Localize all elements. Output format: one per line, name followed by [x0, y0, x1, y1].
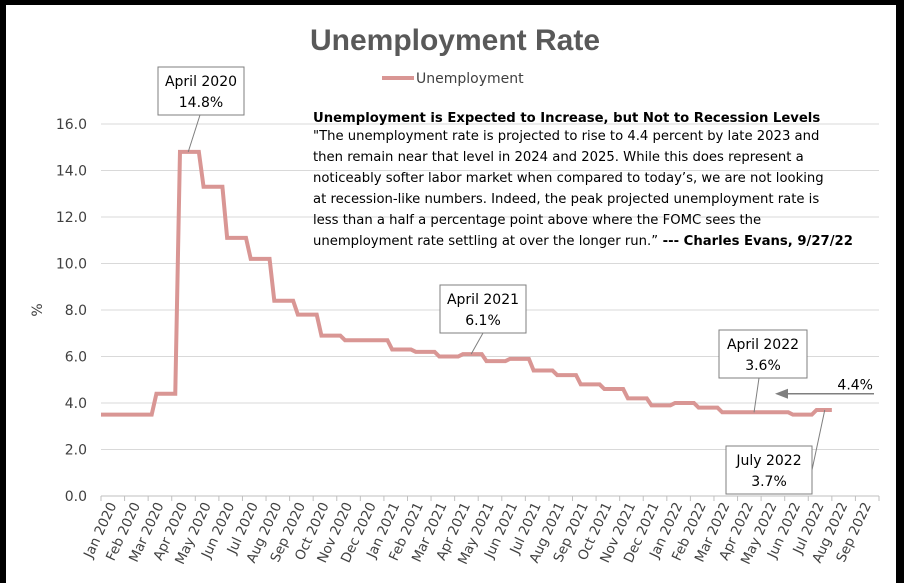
y-axis-label: % — [30, 303, 46, 316]
projection-arrow: 4.4% — [775, 378, 874, 399]
callout: April 2020 14.8% — [157, 66, 245, 153]
quote-line: "The unemployment rate is projected to r… — [313, 129, 819, 144]
callout-date: April 2020 — [165, 74, 237, 90]
legend-label: Unemployment — [416, 71, 524, 87]
quote-line: at recession-like numbers. Indeed, the p… — [313, 192, 819, 207]
callout-date: April 2022 — [727, 337, 799, 353]
legend: Unemployment — [382, 71, 524, 87]
y-tick-label: 2.0 — [65, 443, 87, 459]
quote-block: Unemployment is Expected to Increase, bu… — [313, 111, 853, 249]
quote-line-last: unemployment rate settling at over the l… — [313, 234, 853, 249]
callout-box — [157, 66, 245, 116]
y-tick-label: 10.0 — [56, 257, 87, 273]
callout-value: 6.1% — [465, 313, 501, 329]
callout-date: April 2021 — [447, 292, 519, 308]
y-tick-label: 8.0 — [65, 303, 87, 319]
y-tick-label: 14.0 — [56, 164, 87, 180]
callout: July 2022 3.7% — [725, 409, 826, 495]
callout: April 2021 6.1% — [439, 284, 527, 355]
y-tick-label: 6.0 — [65, 350, 87, 366]
callout-leader — [811, 409, 826, 471]
series-line-unemployment — [101, 149, 832, 417]
quote-line: less than a half a percentage point abov… — [313, 213, 761, 228]
y-tick-label: 0.0 — [65, 489, 87, 505]
callout-leader — [187, 114, 201, 153]
chart-title: Unemployment Rate — [310, 24, 600, 57]
callout-box — [718, 329, 808, 379]
callout-box — [439, 284, 527, 334]
callout-date: July 2022 — [735, 453, 801, 469]
projection-label: 4.4% — [837, 378, 873, 394]
callout: April 2022 3.6% — [718, 329, 808, 413]
callout-leader — [470, 332, 484, 355]
quote-heading: Unemployment is Expected to Increase, bu… — [313, 111, 820, 126]
y-tick-label: 12.0 — [56, 210, 87, 226]
callout-value: 3.6% — [745, 358, 781, 374]
y-tick-label: 16.0 — [56, 117, 87, 133]
y-tick-label: 4.0 — [65, 396, 87, 412]
callout-box — [725, 445, 813, 495]
quote-line: then remain near that level in 2024 and … — [313, 150, 804, 165]
callout-value: 14.8% — [179, 95, 223, 111]
quote-line: noticeably softer labor market when comp… — [313, 171, 824, 186]
quote-attribution: --- Charles Evans, 9/27/22 — [658, 234, 853, 249]
callout-value: 3.7% — [751, 474, 787, 490]
callout-leader — [753, 377, 760, 413]
